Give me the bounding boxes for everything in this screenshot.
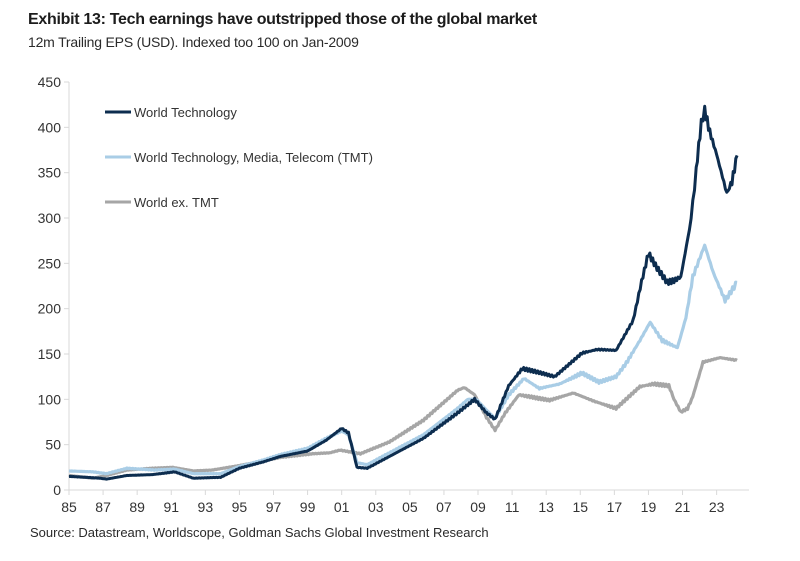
y-tick-label: 300 — [38, 210, 62, 226]
series-lines — [68, 104, 739, 481]
y-tick-label: 200 — [38, 301, 62, 317]
y-tick-label: 0 — [53, 482, 61, 498]
y-tick-label: 100 — [38, 391, 62, 407]
x-tick-label: 23 — [709, 499, 725, 515]
x-tick-label: 01 — [334, 499, 350, 515]
x-tick-label: 17 — [607, 499, 623, 515]
x-tick-label: 03 — [368, 499, 384, 515]
series-line-world-technology — [68, 104, 739, 481]
x-tick-label: 19 — [641, 499, 657, 515]
y-tick-label: 400 — [38, 119, 62, 135]
x-tick-label: 95 — [232, 499, 248, 515]
x-tick-label: 21 — [675, 499, 691, 515]
y-tick-label: 450 — [38, 74, 62, 90]
legend: World Technology World Technology, Media,… — [105, 105, 373, 210]
x-tick-label: 15 — [572, 499, 588, 515]
x-tick-label: 85 — [61, 499, 77, 515]
x-tick-label: 89 — [129, 499, 145, 515]
x-tick-label: 09 — [470, 499, 486, 515]
x-tick-label: 87 — [95, 499, 111, 515]
legend-label: World ex. TMT — [134, 195, 219, 210]
x-tick-label: 07 — [436, 499, 452, 515]
y-tick-label: 150 — [38, 346, 62, 362]
y-tick-label: 250 — [38, 255, 62, 271]
chart-subtitle: 12m Trailing EPS (USD). Indexed too 100 … — [28, 34, 359, 50]
x-tick-label: 91 — [163, 499, 179, 515]
series-line-world-technology-media-telecom-tmt — [68, 243, 738, 476]
y-tick-label: 50 — [45, 437, 61, 453]
y-tick-label: 350 — [38, 165, 62, 181]
legend-label: World Technology — [134, 105, 237, 120]
x-tick-label: 13 — [538, 499, 554, 515]
x-tick-label: 05 — [402, 499, 418, 515]
x-tick-label: 93 — [198, 499, 214, 515]
x-tick-label: 97 — [266, 499, 282, 515]
x-tick-label: 11 — [505, 499, 520, 515]
series-line-world-ex-tmt — [68, 356, 738, 480]
source-note: Source: Datastream, Worldscope, Goldman … — [30, 525, 489, 540]
chart-title: Exhibit 13: Tech earnings have outstripp… — [28, 11, 537, 28]
legend-label: World Technology, Media, Telecom (TMT) — [134, 150, 373, 165]
x-tick-label: 99 — [300, 499, 316, 515]
